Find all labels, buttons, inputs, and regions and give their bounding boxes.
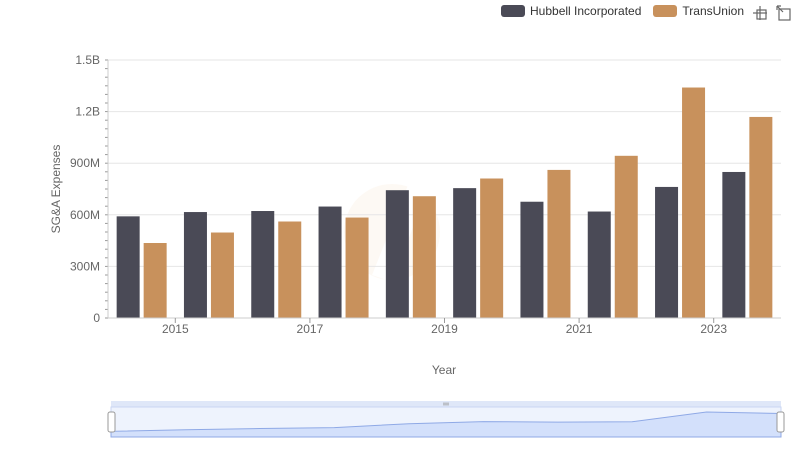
legend-swatch-transunion <box>653 5 678 17</box>
legend: Hubbell Incorporated TransUnion <box>501 4 744 18</box>
legend-label-hubbell: Hubbell Incorporated <box>530 4 642 18</box>
y-tick-label: 900M <box>70 156 100 170</box>
x-tick-label: 2019 <box>431 322 458 336</box>
bar-transunion-2021 <box>614 155 638 318</box>
y-axis-title: SG&A Expenses <box>49 145 63 234</box>
x-tick-label: 2021 <box>566 322 593 336</box>
x-tick-label: 2017 <box>297 322 324 336</box>
bar-transunion-2023 <box>749 116 773 318</box>
bar-transunion-2014 <box>143 243 167 318</box>
bar-transunion-2018 <box>412 196 436 318</box>
axes: 0 300M 600M 900M 1.2B 1.5B 2015 2017 2019 2021 202… <box>70 53 781 336</box>
bar-transunion-2016 <box>278 221 302 318</box>
bar-transunion-2019 <box>480 178 504 318</box>
y-tick-label: 1.5B <box>75 53 100 67</box>
reset-zoom-icon[interactable] <box>776 5 792 21</box>
crosshair-icon[interactable] <box>752 5 768 21</box>
y-tick-label: 1.2B <box>75 105 100 119</box>
bar-transunion-2017 <box>345 217 369 318</box>
legend-label-transunion: TransUnion <box>682 4 744 18</box>
legend-swatch-hubbell <box>501 5 525 17</box>
bar-hubbell-2023 <box>722 171 746 318</box>
x-axis-title: Year <box>432 363 456 377</box>
bars-group <box>116 87 773 319</box>
navigator-right-handle[interactable] <box>776 411 785 433</box>
bar-transunion-2020 <box>547 169 571 318</box>
x-tick-label: 2015 <box>162 322 189 336</box>
bar-transunion-2015 <box>210 232 234 318</box>
bar-hubbell-2021 <box>587 211 611 318</box>
bar-hubbell-2016 <box>251 211 275 318</box>
bar-hubbell-2014 <box>116 216 140 318</box>
grid-lines <box>108 59 781 319</box>
bar-hubbell-2018 <box>385 190 409 318</box>
y-tick-label: 300M <box>70 259 100 273</box>
navigator-left-handle[interactable] <box>107 411 116 433</box>
y-tick-label: 600M <box>70 208 100 222</box>
bar-hubbell-2015 <box>183 212 207 318</box>
y-tick-label: 0 <box>93 311 100 325</box>
legend-item-hubbell[interactable]: Hubbell Incorporated <box>501 4 641 18</box>
bar-hubbell-2020 <box>520 201 544 318</box>
navigator-grip-icon <box>443 402 449 406</box>
bar-transunion-2022 <box>682 87 706 319</box>
bar-hubbell-2019 <box>453 188 477 318</box>
x-tick-label: 2023 <box>700 322 727 336</box>
bar-hubbell-2022 <box>655 186 679 318</box>
range-navigator[interactable] <box>107 401 785 438</box>
bar-hubbell-2017 <box>318 206 342 318</box>
chart-toolbar <box>752 5 792 21</box>
legend-item-transunion[interactable]: TransUnion <box>653 4 744 18</box>
